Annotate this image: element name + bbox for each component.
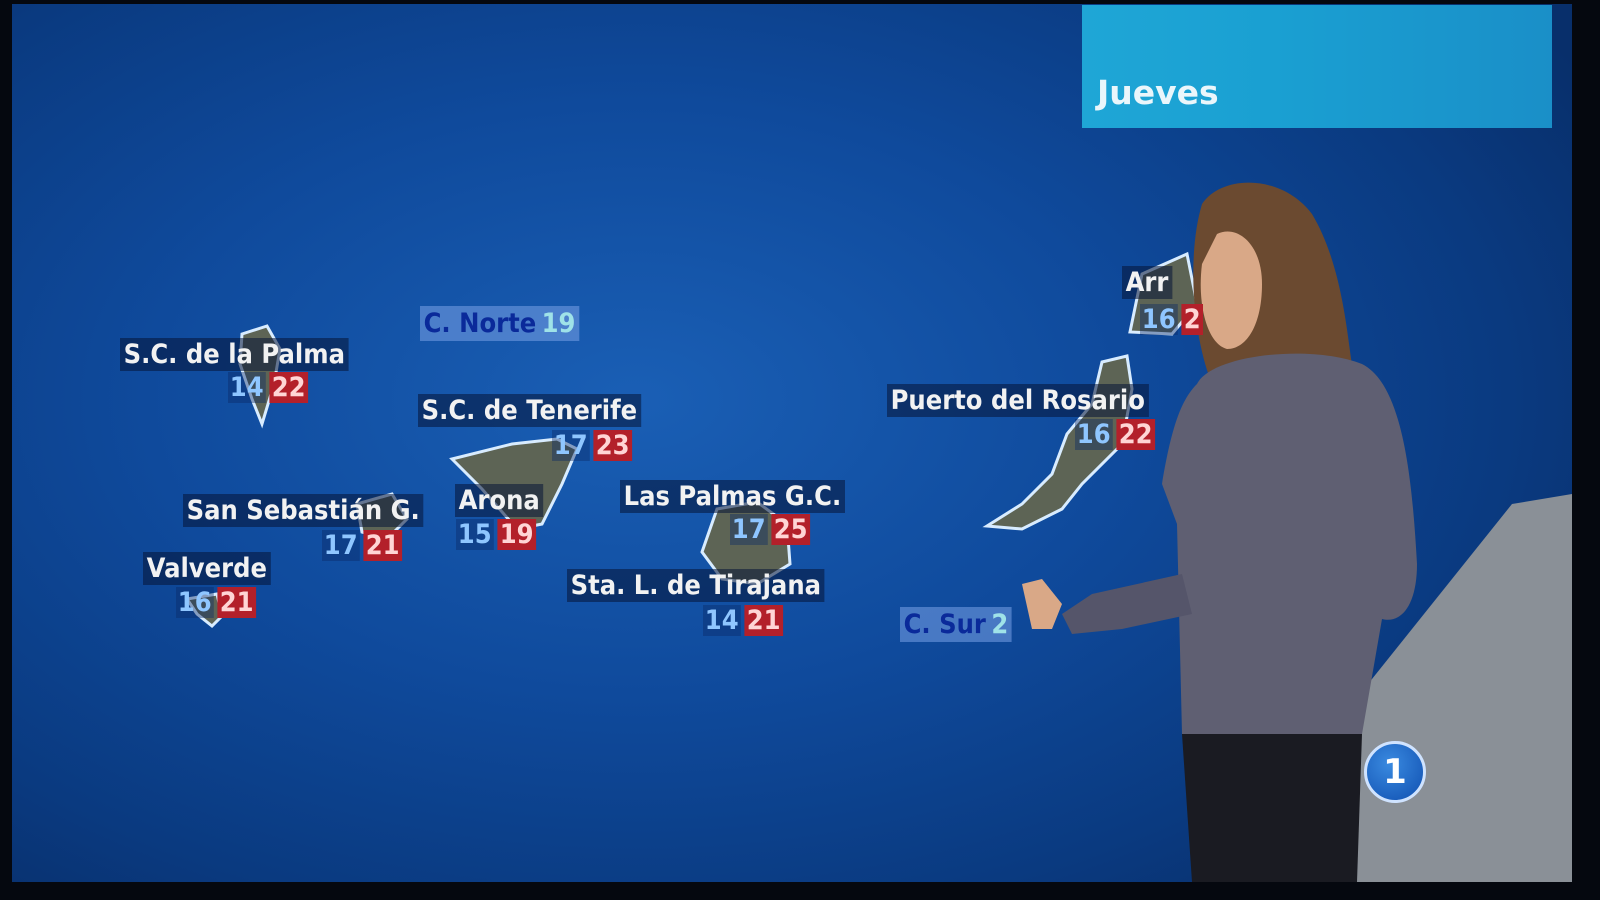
day-banner: Jueves <box>1082 5 1552 128</box>
min-temp: 16 <box>176 587 214 618</box>
min-temp: 16 <box>1075 419 1113 450</box>
max-temp: 19 <box>497 519 537 550</box>
max-temp: 21 <box>217 587 257 618</box>
city-temps: 16 22 <box>1075 419 1156 450</box>
city-temps: 17 21 <box>322 530 403 561</box>
city-label: Arona <box>455 484 544 517</box>
max-temp: 2 <box>1181 304 1204 335</box>
min-temp: 14 <box>228 372 266 403</box>
city-label: Arr <box>1122 266 1172 299</box>
city-temps: 15 19 <box>456 519 537 550</box>
city-temps: 17 25 <box>730 514 811 545</box>
zone-value: 2 <box>991 609 1009 640</box>
zone-value: 19 <box>541 308 576 339</box>
city-temps: 14 22 <box>228 372 309 403</box>
max-temp: 22 <box>269 372 309 403</box>
city-label: Las Palmas G.C. <box>620 480 845 513</box>
island-el-hierro <box>184 592 224 629</box>
city-label: S.C. de la Palma <box>120 338 349 371</box>
min-temp: 16 <box>1140 304 1178 335</box>
min-temp: 14 <box>703 605 741 636</box>
islands-map <box>184 182 1572 882</box>
city-label: San Sebastián G. <box>183 494 424 527</box>
min-temp: 17 <box>730 514 768 545</box>
city-label: S.C. de Tenerife <box>418 394 641 427</box>
presenter <box>1022 182 1572 882</box>
sea-zone-c-sur: C. Sur 2 <box>900 607 1012 642</box>
city-temps: 16 21 <box>176 587 257 618</box>
weather-map: Jueves C. Norte 19 C. Sur 2 S.C. de la Pal… <box>12 4 1572 882</box>
min-temp: 17 <box>552 430 590 461</box>
max-temp: 21 <box>363 530 403 561</box>
city-temps: 14 21 <box>703 605 784 636</box>
zone-name: C. Norte <box>423 308 537 339</box>
max-temp: 22 <box>1116 419 1156 450</box>
min-temp: 17 <box>322 530 360 561</box>
city-label: Puerto del Rosario <box>887 384 1149 417</box>
sea-zone-c-norte: C. Norte 19 <box>420 306 580 341</box>
city-temps: 17 23 <box>552 430 633 461</box>
city-label: Valverde <box>143 552 271 585</box>
max-temp: 23 <box>593 430 633 461</box>
city-label: Sta. L. de Tirajana <box>567 569 825 602</box>
max-temp: 21 <box>744 605 784 636</box>
min-temp: 15 <box>456 519 494 550</box>
channel-logo: 1 <box>1364 741 1426 803</box>
day-label: Jueves <box>1097 73 1219 112</box>
max-temp: 25 <box>771 514 811 545</box>
city-temps: 16 2 <box>1140 304 1204 335</box>
zone-name: C. Sur <box>903 609 986 640</box>
